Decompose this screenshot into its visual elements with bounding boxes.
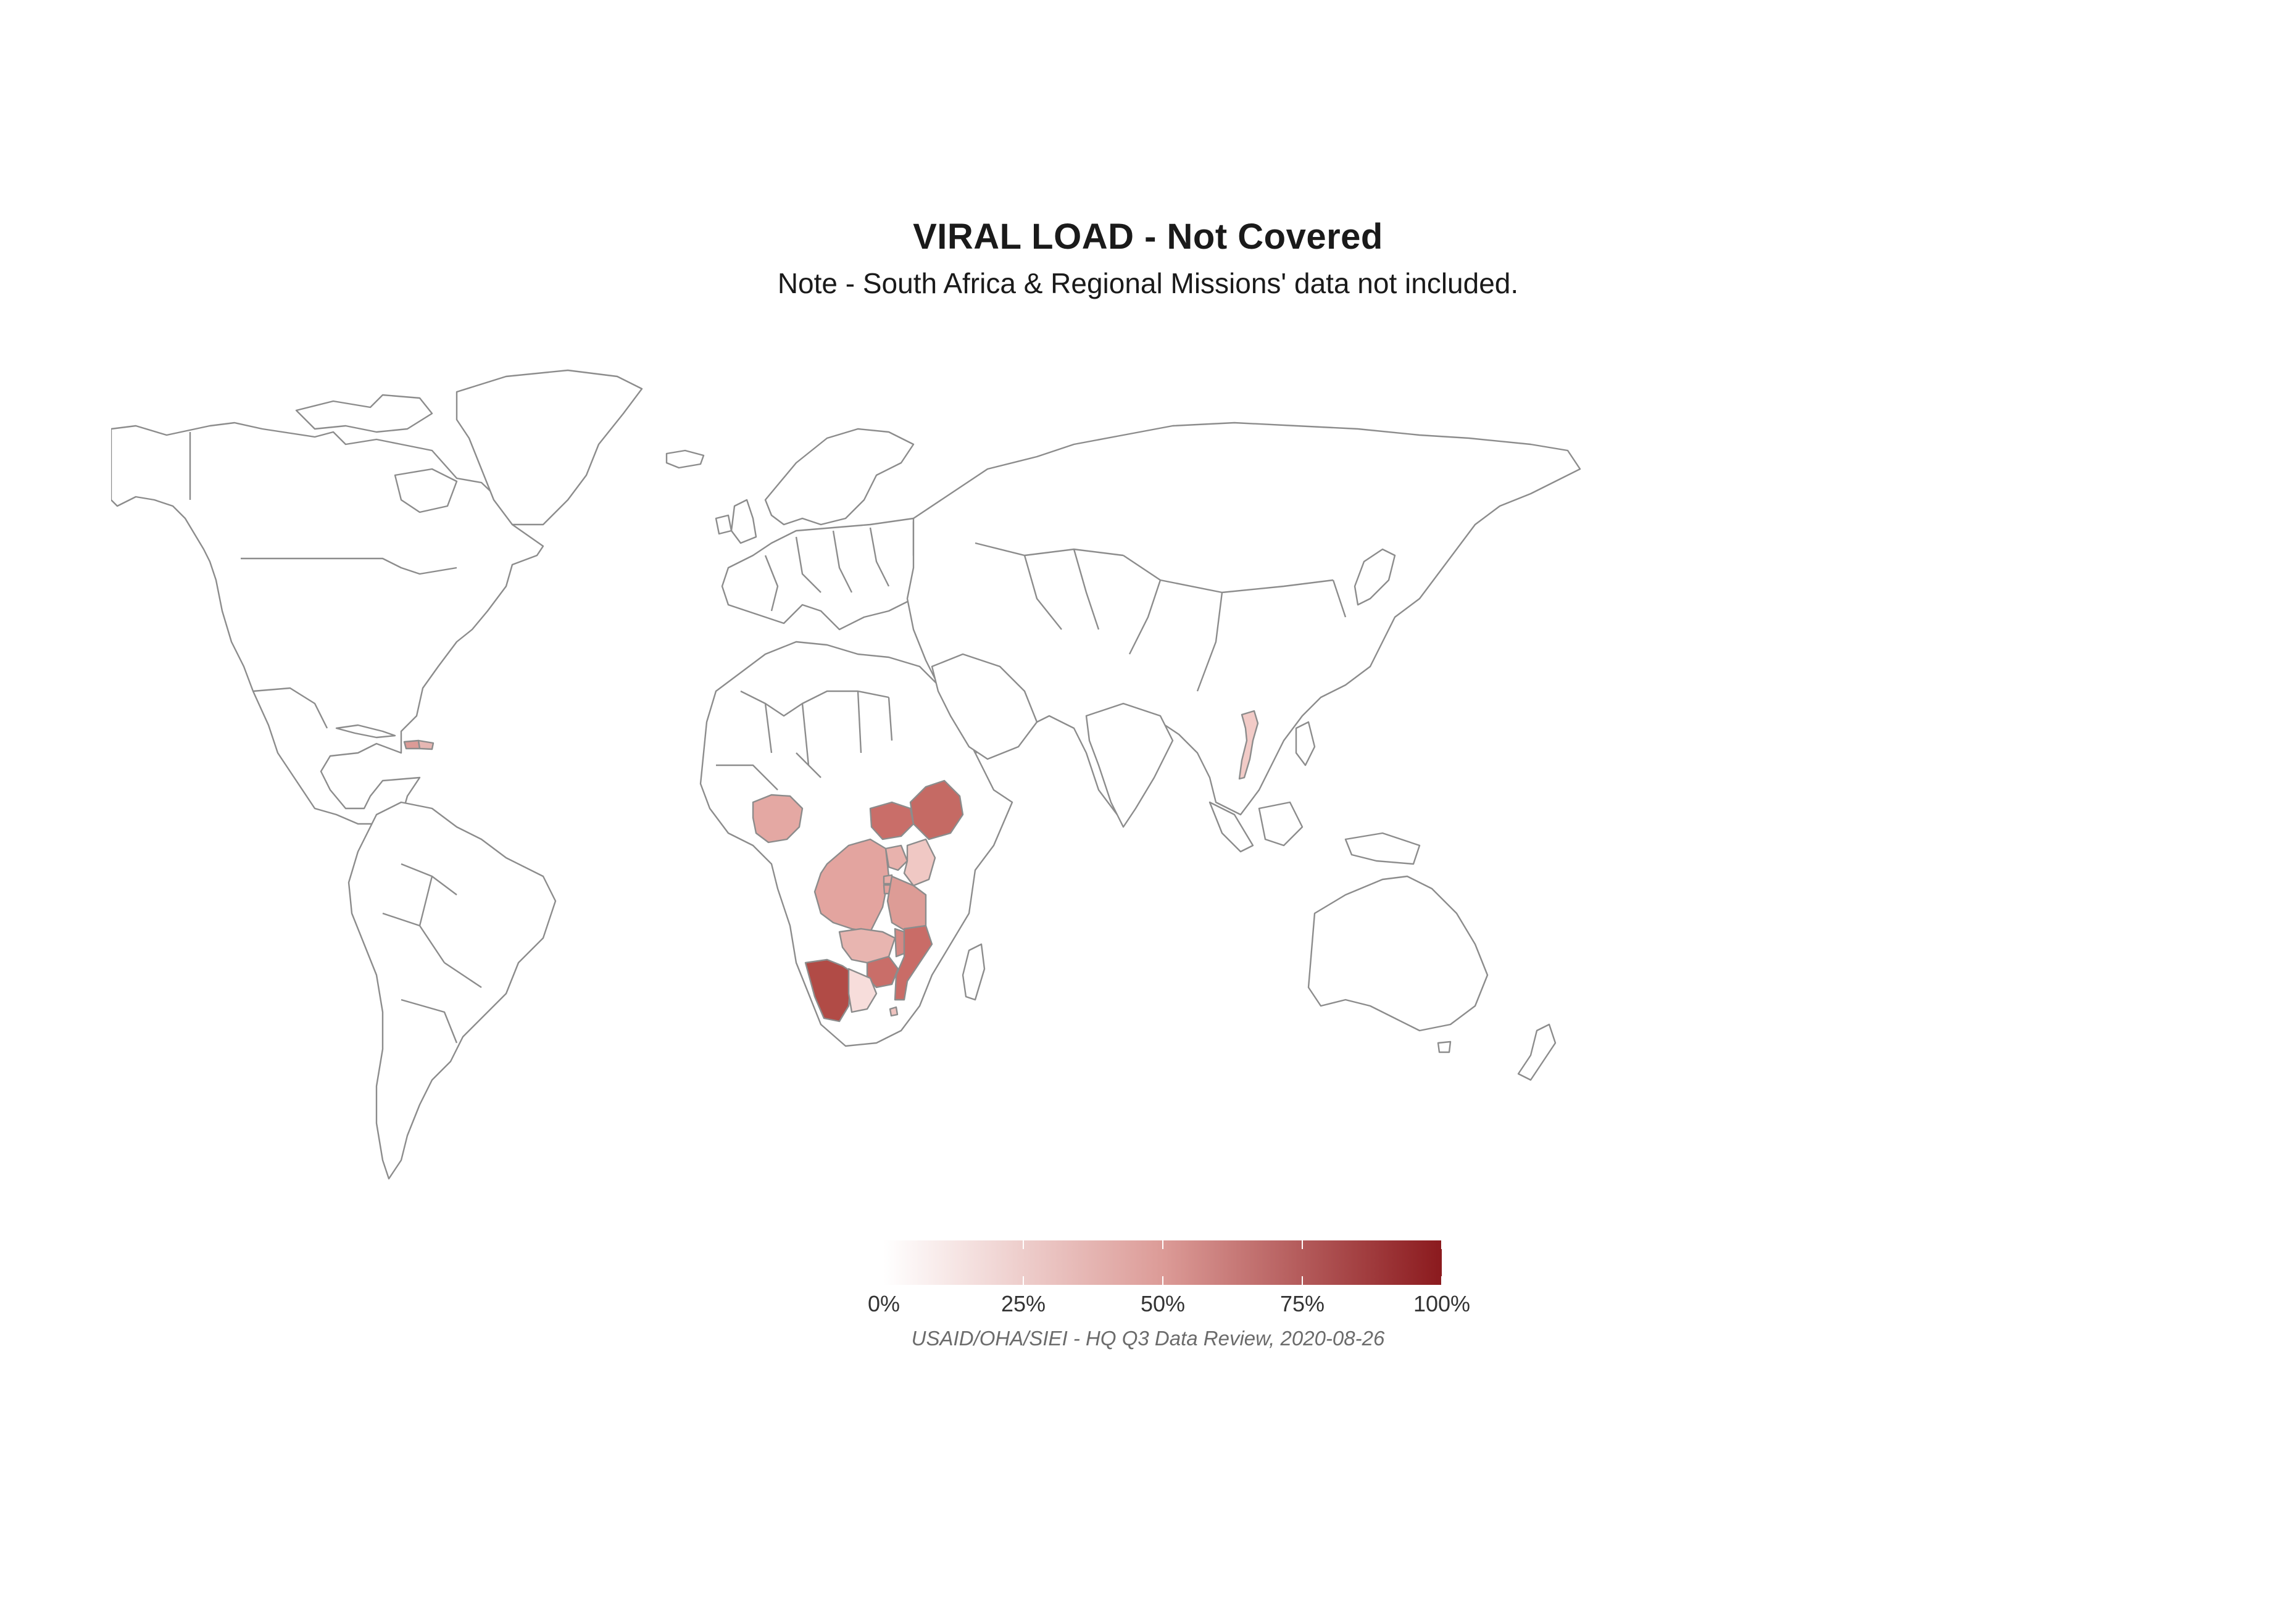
land-cuba [335, 724, 396, 739]
land-ireland [715, 514, 733, 535]
country-nigeria [752, 794, 804, 844]
country-botswana [847, 968, 878, 1013]
land-north-america [111, 421, 544, 825]
legend-tick-label: 0% [867, 1291, 901, 1316]
land-borneo [1258, 801, 1304, 847]
country-eswatini [889, 1006, 899, 1017]
legend-tick-label: 25% [1000, 1291, 1046, 1316]
country-ethiopia [909, 779, 964, 841]
canada-us-border [241, 557, 457, 575]
land-scandinavia [764, 428, 915, 526]
mexico-border [252, 687, 328, 729]
color-scale-legend [884, 1240, 1442, 1285]
country-kenya [903, 838, 936, 887]
chart-caption: USAID/OHA/SIEI - HQ Q3 Data Review, 2020… [911, 1327, 1385, 1350]
land-arctic-islands [295, 394, 433, 433]
land-hispaniola-dr [417, 739, 435, 750]
africa-borders [716, 690, 893, 791]
land-sumatra [1208, 801, 1254, 853]
land-britain [730, 499, 757, 544]
country-namibia [804, 958, 853, 1023]
country-uganda [884, 844, 909, 871]
land-new-guinea [1344, 832, 1421, 865]
country-mozambique [894, 924, 933, 1001]
land-baffin [394, 468, 458, 513]
land-madagascar [962, 943, 986, 1001]
land-iceland [665, 449, 705, 469]
land-hispaniola-haiti [403, 739, 421, 750]
asia-borders [975, 542, 1347, 692]
land-australia [1307, 875, 1489, 1032]
land-philippines [1295, 721, 1316, 766]
europe-borders [764, 521, 927, 612]
sa-borders [382, 863, 482, 1044]
world-map [111, 369, 1581, 1180]
country-malawi [894, 928, 905, 958]
legend-tick-label: 50% [1140, 1291, 1186, 1316]
country-south-sudan [869, 801, 915, 841]
land-new-zealand [1517, 1023, 1557, 1081]
legend-tick-label: 100% [1413, 1291, 1471, 1316]
chart-title: VIRAL LOAD - Not Covered [913, 217, 1383, 257]
country-vietnam [1238, 710, 1259, 780]
land-arabia [931, 653, 1038, 760]
chart-subtitle: Note - South Africa & Regional Missions'… [777, 267, 1519, 299]
land-south-america [347, 801, 557, 1180]
land-india [1085, 702, 1174, 828]
land-japan [1354, 548, 1396, 606]
legend-tick-label: 75% [1279, 1291, 1325, 1316]
land-tasmania [1437, 1040, 1452, 1053]
land-greenland [455, 369, 643, 526]
